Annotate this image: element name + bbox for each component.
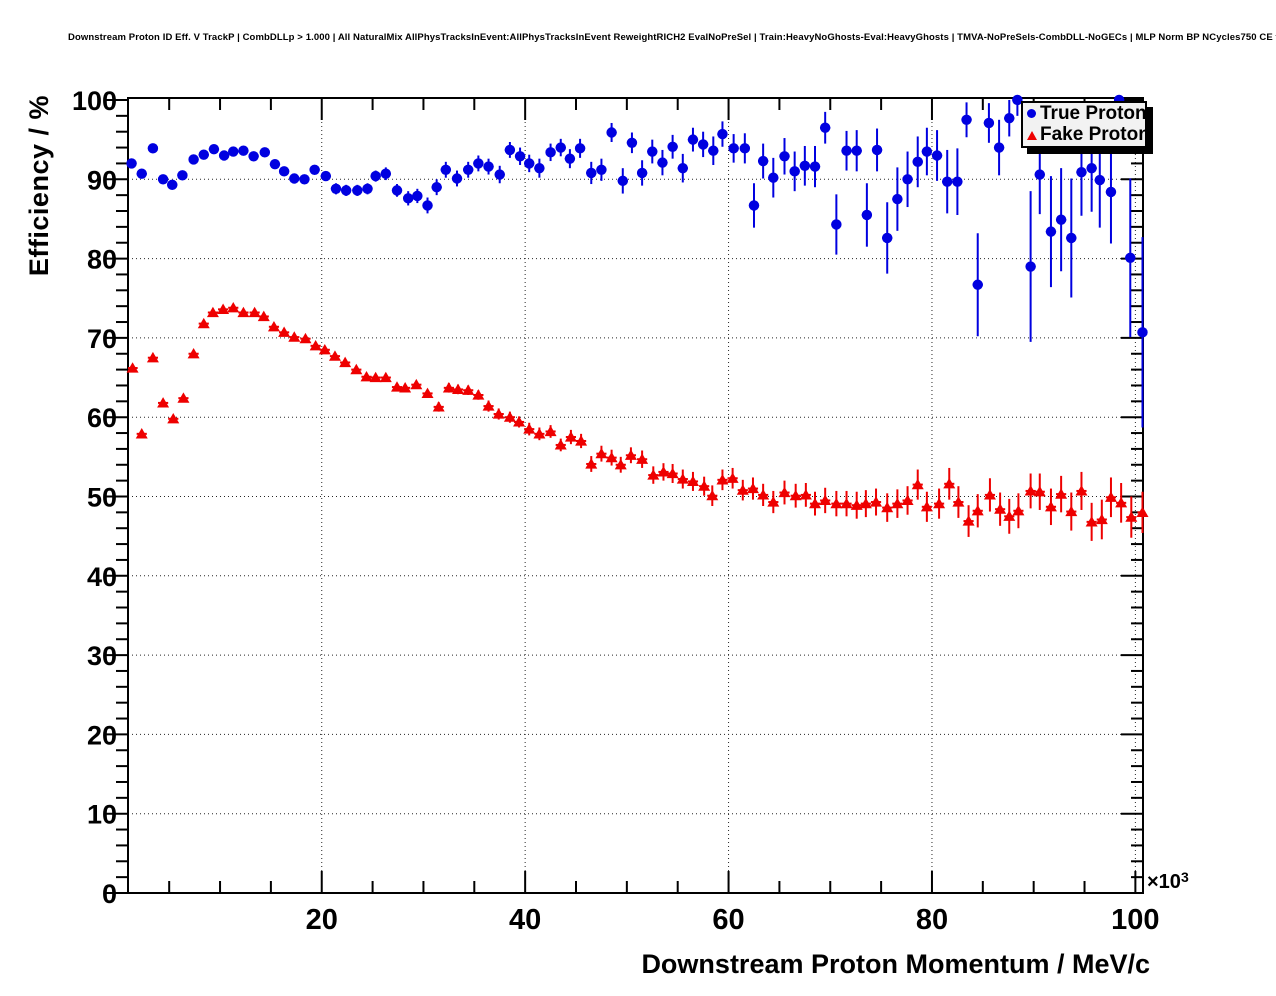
svg-text:80: 80 bbox=[916, 904, 948, 936]
x-axis-multiplier: ×103 bbox=[1147, 869, 1189, 894]
multiplier-exponent: 3 bbox=[1180, 869, 1189, 885]
legend-label-fake-proton: Fake Proton bbox=[1040, 124, 1150, 146]
series-true-proton bbox=[126, 94, 1148, 428]
svg-text:50: 50 bbox=[87, 482, 117, 512]
y-tick-labels: 0 10 20 30 40 50 60 70 80 90 100 bbox=[72, 86, 117, 909]
svg-text:100: 100 bbox=[1111, 904, 1159, 936]
svg-text:80: 80 bbox=[87, 245, 117, 275]
x-tick-labels: 20 40 60 80 100 bbox=[306, 904, 1160, 936]
plot-title: Downstream Proton ID Eff. V TrackP | Com… bbox=[68, 32, 1276, 43]
svg-text:100: 100 bbox=[72, 86, 117, 116]
svg-text:20: 20 bbox=[87, 720, 117, 750]
true-proton-marker-icon bbox=[1027, 109, 1036, 119]
svg-text:20: 20 bbox=[306, 904, 338, 936]
svg-text:60: 60 bbox=[712, 904, 744, 936]
fake-proton-marker-icon bbox=[1026, 130, 1037, 140]
x-axis-title: Downstream Proton Momentum / MeV/c bbox=[641, 949, 1150, 979]
legend-item-true-proton: True Proton bbox=[1023, 102, 1147, 124]
svg-text:90: 90 bbox=[87, 165, 117, 195]
gridlines bbox=[128, 98, 1143, 893]
svg-text:70: 70 bbox=[87, 324, 117, 354]
legend-item-fake-proton: Fake Proton bbox=[1023, 124, 1150, 146]
svg-text:40: 40 bbox=[509, 904, 541, 936]
y-axis-title: Efficiency / % bbox=[24, 95, 54, 277]
svg-text:10: 10 bbox=[87, 800, 117, 830]
legend: True Proton Fake Proton bbox=[1021, 101, 1150, 148]
svg-text:0: 0 bbox=[102, 879, 117, 909]
svg-text:30: 30 bbox=[87, 641, 117, 671]
series-fake-proton bbox=[126, 301, 1149, 541]
legend-label-true-proton: True Proton bbox=[1040, 102, 1147, 124]
multiplier-base: ×10 bbox=[1147, 871, 1181, 893]
svg-text:40: 40 bbox=[87, 562, 117, 592]
svg-text:60: 60 bbox=[87, 403, 117, 433]
